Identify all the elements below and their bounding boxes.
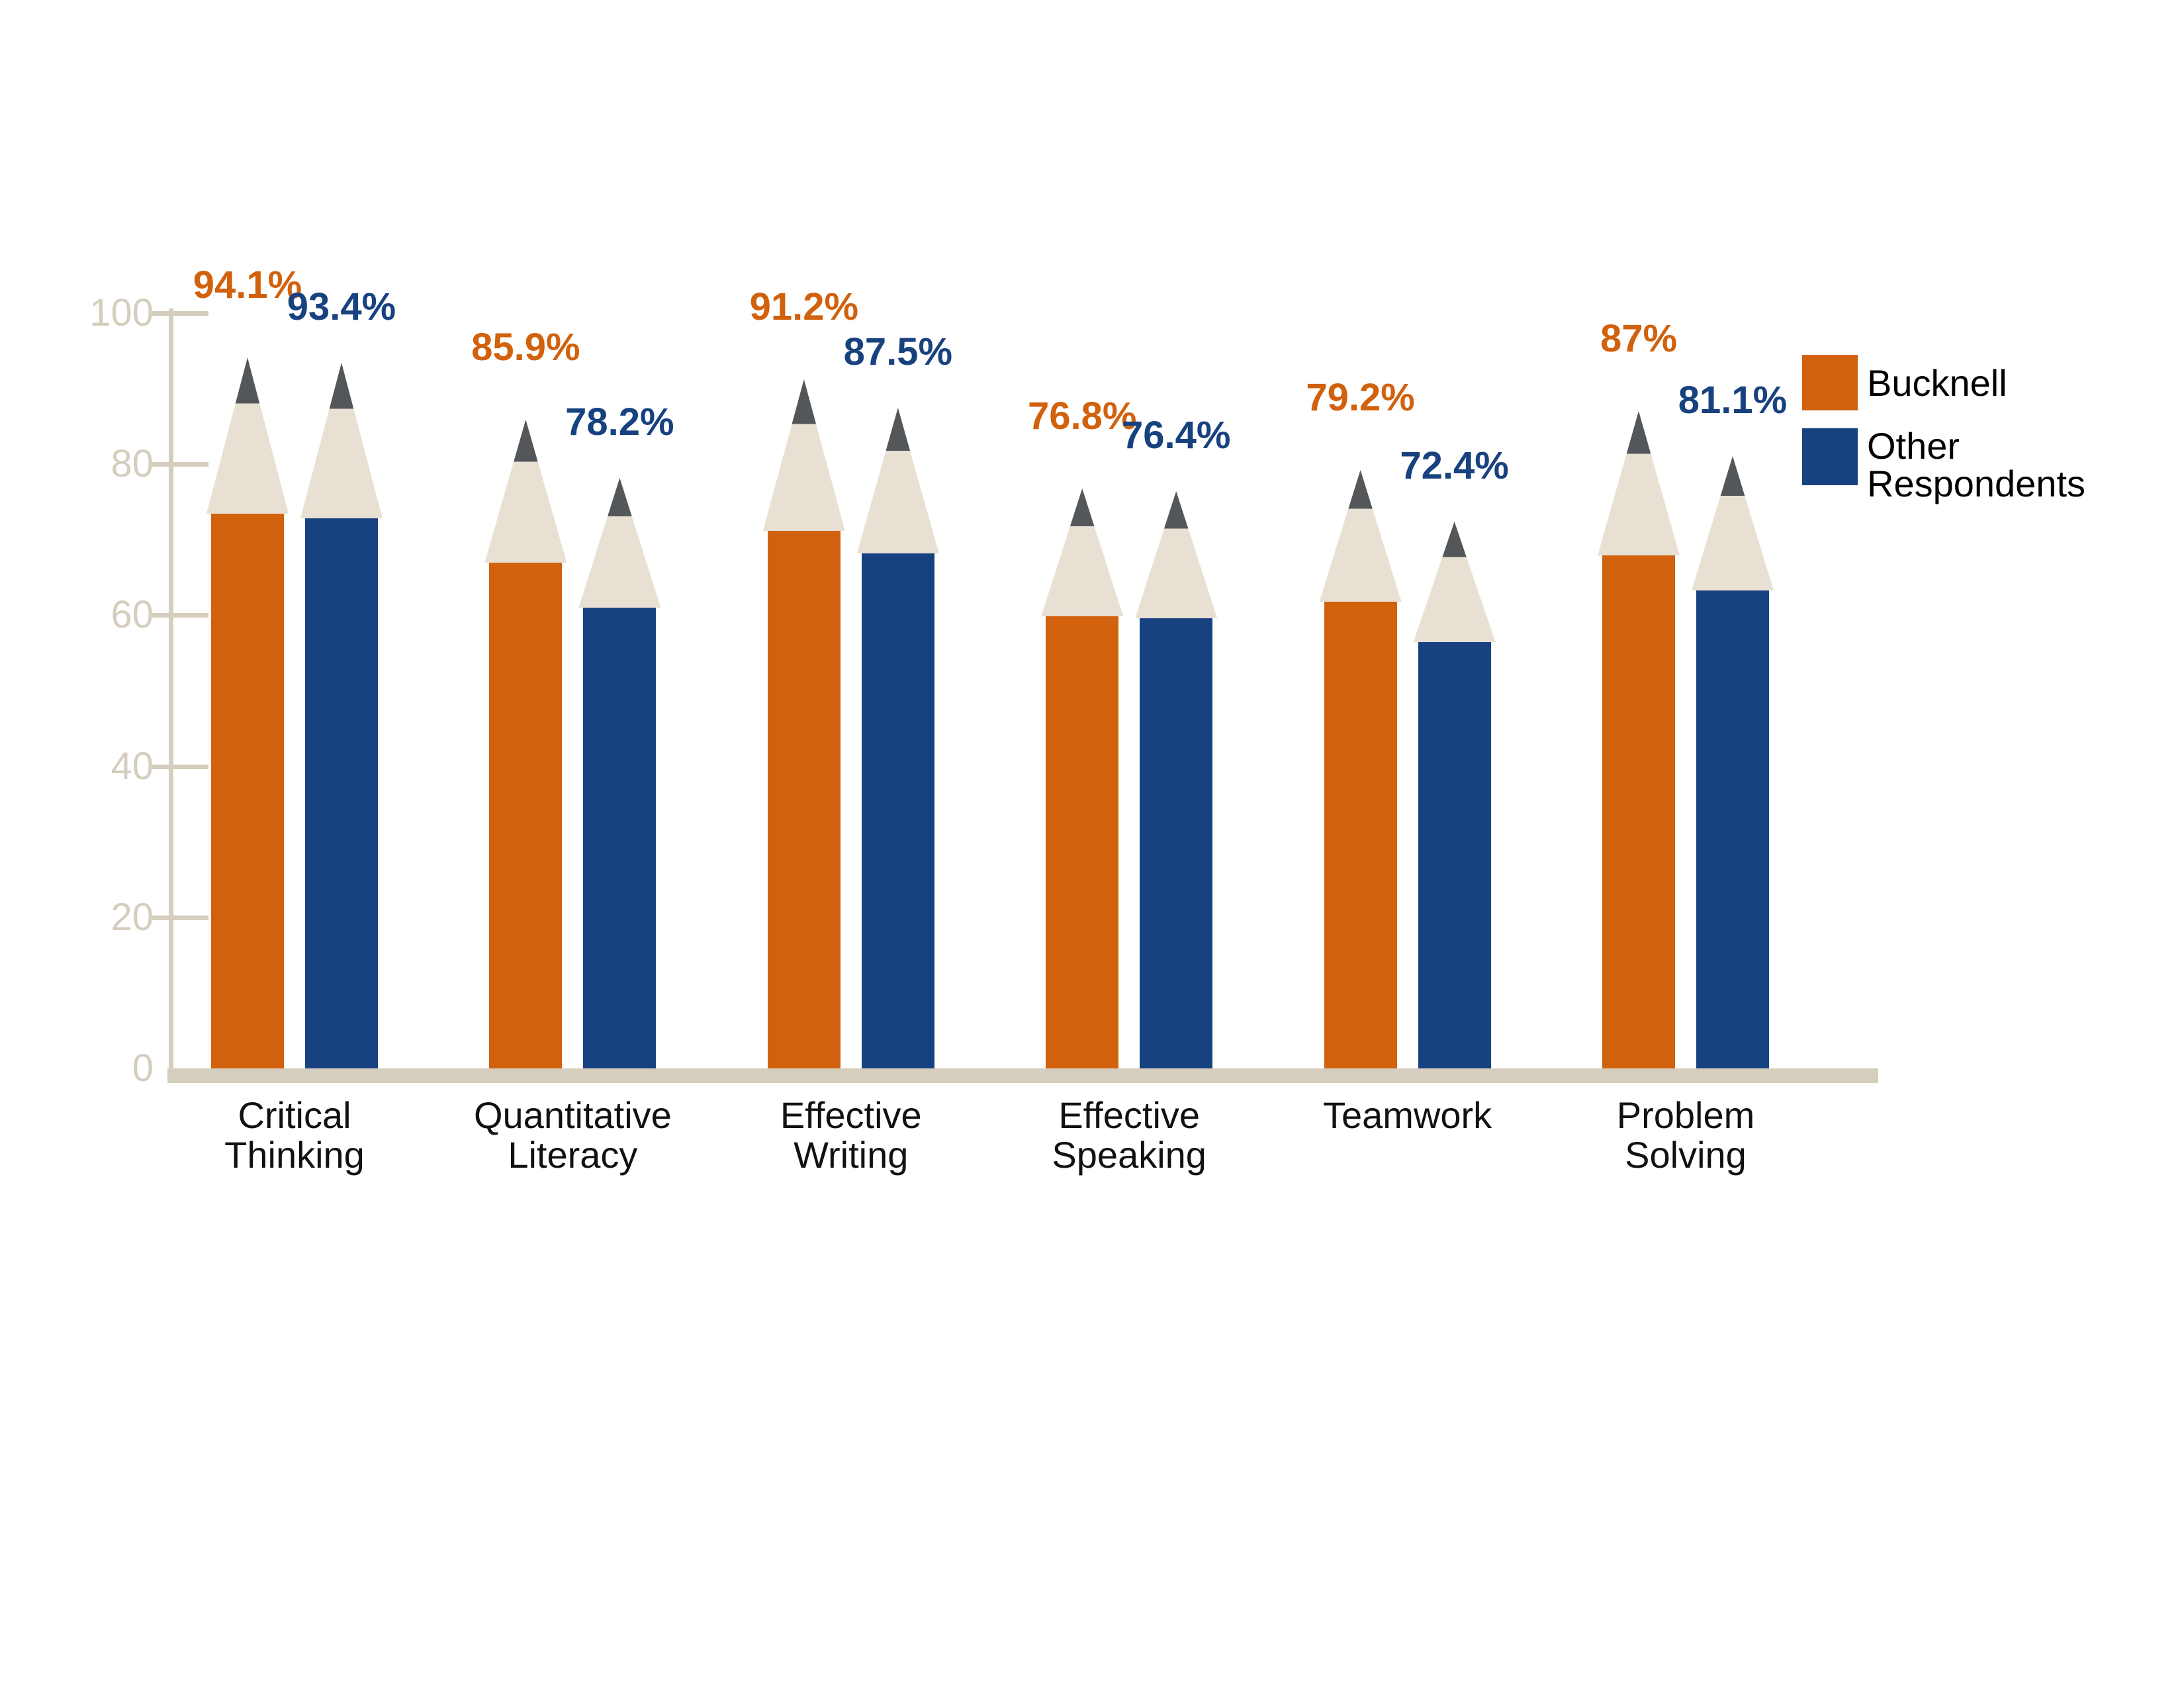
pencil-body xyxy=(767,531,841,1068)
pencil-bar-other-respondents-4 xyxy=(1413,522,1496,1068)
y-tick-label-60: 60 xyxy=(111,593,154,637)
pencil-bar-other-respondents-2 xyxy=(856,408,939,1068)
pencil-tip-cone xyxy=(762,379,845,531)
y-tick-label-20: 20 xyxy=(111,895,154,939)
category-label-3-line-0: Effective xyxy=(1058,1094,1201,1136)
category-label-5-line-1: Solving xyxy=(1625,1134,1747,1176)
pencil-body xyxy=(1696,590,1769,1068)
pencil-tip-cone xyxy=(856,408,939,553)
pencil-bar-other-respondents-0 xyxy=(300,363,383,1068)
y-tick-label-40: 40 xyxy=(111,744,154,788)
value-label-other-respondents-4: 72.4% xyxy=(1400,444,1509,487)
pencil-tip-cone xyxy=(206,357,289,514)
pencil-body xyxy=(305,518,378,1068)
y-tick-mark-40 xyxy=(152,764,208,769)
category-label-0-line-1: Thinking xyxy=(224,1134,365,1176)
y-tick-mark-20 xyxy=(152,915,208,920)
value-label-bucknell-0: 94.1% xyxy=(193,263,302,306)
legend-swatch-bucknell xyxy=(1802,355,1858,410)
pencil-tip-cone xyxy=(1135,491,1218,618)
y-tick-label-100: 100 xyxy=(89,291,154,334)
value-label-bucknell-5: 87% xyxy=(1600,317,1678,360)
y-tick-mark-100 xyxy=(152,311,208,316)
pencil-bar-other-respondents-3 xyxy=(1135,491,1218,1068)
pencil-bar-bucknell-2 xyxy=(762,379,845,1068)
pencil-body xyxy=(861,553,934,1068)
pencil-body xyxy=(211,514,284,1068)
pencil-body xyxy=(1140,618,1213,1068)
value-label-bucknell-3: 76.8% xyxy=(1027,395,1137,438)
pencil-bar-other-respondents-5 xyxy=(1692,456,1774,1068)
value-label-other-respondents-3: 76.4% xyxy=(1121,414,1231,457)
y-tick-label-0: 0 xyxy=(132,1047,154,1090)
legend-label-bucknell: Bucknell xyxy=(1867,362,2007,404)
category-label-3-line-1: Speaking xyxy=(1052,1134,1206,1176)
pencil-body xyxy=(489,563,563,1068)
y-tick-label-80: 80 xyxy=(111,442,154,486)
pencil-tip-cone xyxy=(1319,470,1402,602)
y-axis-line xyxy=(169,308,173,1068)
category-label-1-line-0: Quantitative xyxy=(473,1094,672,1136)
pencil-bar-bucknell-1 xyxy=(484,420,567,1068)
pencil-bar-other-respondents-1 xyxy=(578,478,661,1068)
pencil-bar-bucknell-4 xyxy=(1319,470,1402,1068)
x-axis-baseline xyxy=(167,1068,1878,1083)
y-tick-mark-60 xyxy=(152,613,208,618)
pencil-tip-cone xyxy=(578,478,661,608)
pencil-body xyxy=(1418,642,1491,1068)
y-tick-mark-80 xyxy=(152,462,208,467)
pencil-tip-cone xyxy=(300,363,383,518)
value-label-other-respondents-2: 87.5% xyxy=(843,330,953,373)
category-label-0-line-0: Critical xyxy=(238,1094,351,1136)
value-label-bucknell-1: 85.9% xyxy=(471,326,580,369)
category-label-2-line-0: Effective xyxy=(780,1094,922,1136)
legend-label-other-respondents: Other Respondents xyxy=(1867,425,2086,504)
value-label-bucknell-4: 79.2% xyxy=(1306,376,1415,419)
value-label-other-respondents-5: 81.1% xyxy=(1678,379,1788,422)
value-label-other-respondents-1: 78.2% xyxy=(565,400,674,444)
legend-item-other-respondents: Other Respondents xyxy=(1802,425,2099,504)
category-label-5-line-0: Problem xyxy=(1616,1094,1755,1136)
legend-item-bucknell: Bucknell xyxy=(1802,355,2007,410)
category-label-4-line-0: Teamwork xyxy=(1323,1094,1492,1136)
pencil-bar-bucknell-0 xyxy=(206,357,289,1068)
legend-swatch-other-respondents xyxy=(1802,428,1858,485)
value-label-other-respondents-0: 93.4% xyxy=(287,285,396,328)
pencil-bar-bucknell-3 xyxy=(1041,489,1124,1068)
category-label-2-line-1: Writing xyxy=(794,1134,909,1176)
pencil-body xyxy=(1602,555,1675,1068)
value-label-bucknell-2: 91.2% xyxy=(749,285,859,328)
pencil-tip-cone xyxy=(1692,456,1774,590)
pencil-tip-cone xyxy=(1413,522,1496,642)
pencil-tip-cone xyxy=(1041,489,1124,616)
pencil-body xyxy=(1046,616,1119,1068)
pencil-tip-cone xyxy=(1598,411,1680,555)
category-label-1-line-1: Literacy xyxy=(508,1134,638,1176)
pencil-bar-bucknell-5 xyxy=(1598,411,1680,1068)
pencil-body xyxy=(1324,602,1397,1068)
pencil-body xyxy=(583,608,657,1068)
